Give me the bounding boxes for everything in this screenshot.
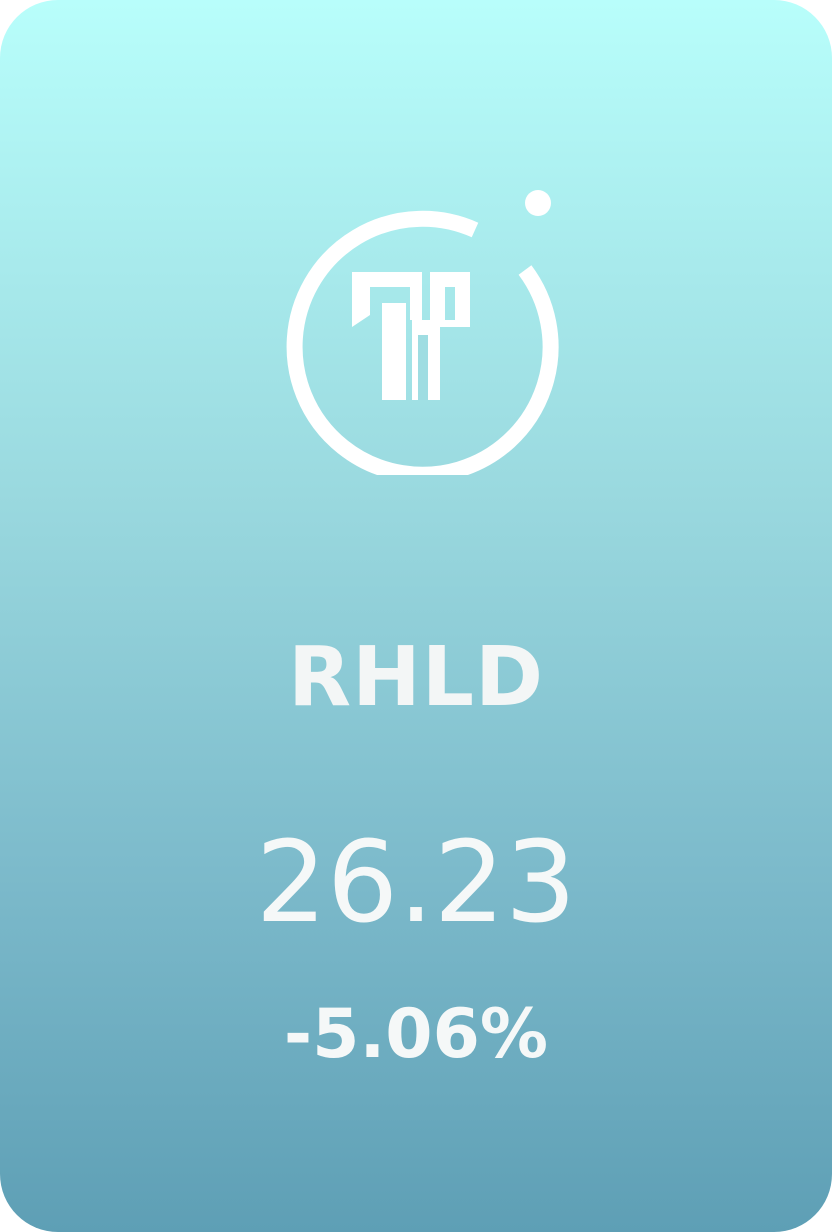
stock-price: 26.23 — [255, 818, 577, 948]
price-change-percent: -5.06% — [283, 995, 549, 1074]
brand-logo-icon — [286, 190, 559, 475]
ticker-symbol: RHLD — [287, 630, 545, 725]
